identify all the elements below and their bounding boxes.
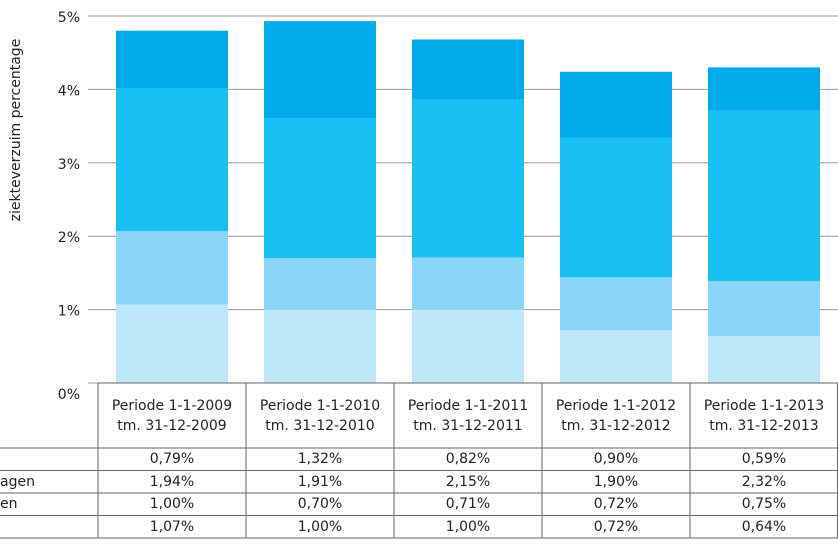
y-axis-label: ziekteverzuim percentage: [8, 39, 24, 222]
bar-segment: [560, 71, 672, 138]
table-value: 0,82%: [445, 451, 491, 467]
table-value: 0,75%: [741, 496, 787, 512]
bar-segment: [116, 30, 228, 89]
table-value: 0,59%: [741, 451, 787, 467]
table-value: 0,70%: [297, 496, 343, 512]
bar-segment: [708, 67, 820, 111]
y-tick-label: 5%: [58, 10, 80, 26]
bar-segment: [412, 257, 524, 310]
bar-segment: [116, 88, 228, 232]
table-value: 0,79%: [149, 451, 195, 467]
bar-segment: [708, 110, 820, 281]
category-label: Periode 1-1-2013 tm. 31-12-2013: [703, 398, 825, 434]
table-value: 2,15%: [445, 473, 491, 490]
bar-segment: [708, 336, 820, 383]
table-value: 1,90%: [593, 473, 639, 490]
y-tick-label: 2%: [58, 230, 80, 246]
bar-segment: [412, 39, 524, 100]
y-tick-label: 3%: [58, 157, 80, 173]
category-label: Periode 1-1-2010 tm. 31-12-2010: [259, 398, 381, 434]
bar-segment: [560, 137, 672, 278]
bar-segment: [560, 277, 672, 331]
table-value: 2,32%: [741, 473, 787, 490]
row-label: en: [0, 496, 18, 512]
bar-segment: [116, 304, 228, 383]
table-value: 1,32%: [297, 451, 343, 467]
category-label: Periode 1-1-2011 tm. 31-12-2011: [407, 398, 529, 434]
table-value: 0,72%: [593, 496, 639, 512]
table-value: 1,91%: [297, 473, 343, 490]
y-tick-label: 0%: [58, 387, 80, 403]
bar-segment: [560, 330, 672, 383]
bar-segment: [264, 118, 376, 259]
table-value: 1,00%: [149, 496, 195, 512]
table-value: 0,71%: [445, 496, 491, 512]
bar-segment: [116, 231, 228, 305]
table-value: 0,90%: [593, 451, 639, 467]
table-value: 1,00%: [297, 518, 343, 535]
y-tick-label: 1%: [58, 304, 80, 320]
bar-segment: [264, 258, 376, 310]
bar-segment: [264, 21, 376, 119]
table-value: 0,72%: [593, 518, 639, 535]
table-value: 1,07%: [149, 518, 195, 535]
row-label: agen: [0, 473, 35, 490]
bar-segment: [412, 309, 524, 383]
category-label: Periode 1-1-2012 tm. 31-12-2012: [555, 398, 677, 434]
y-tick-label: 4%: [58, 83, 80, 99]
bar-segment: [264, 309, 376, 383]
table-value: 1,94%: [149, 473, 195, 490]
category-label: Periode 1-1-2009 tm. 31-12-2009: [111, 398, 233, 434]
bar-segment: [412, 99, 524, 258]
bar-segment: [708, 280, 820, 337]
table-value: 1,00%: [445, 518, 491, 535]
table-value: 0,64%: [741, 518, 787, 535]
